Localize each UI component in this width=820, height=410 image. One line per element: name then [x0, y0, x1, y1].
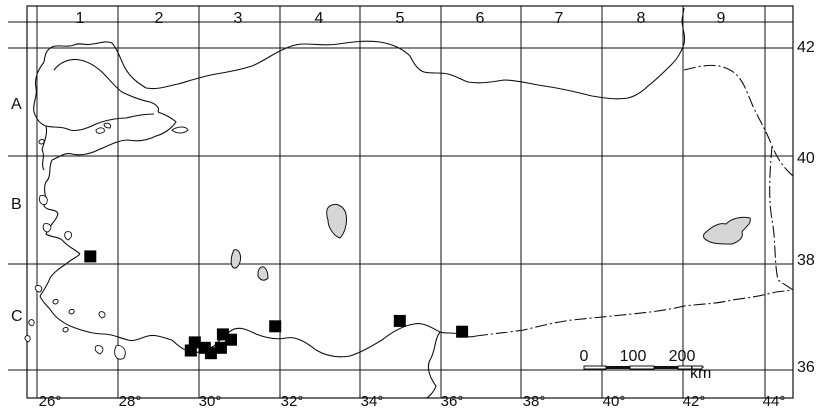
- locality-marker: [204, 347, 217, 360]
- column-label: 7: [555, 10, 564, 27]
- longitude-label: 40°: [603, 393, 626, 410]
- locality-marker: [225, 333, 237, 346]
- scale-bar-segment: [583, 365, 607, 370]
- lake-beysehir: [257, 266, 269, 281]
- scale-bar-tick-label: 0: [580, 348, 589, 365]
- row-label: B: [11, 196, 22, 213]
- locality-marker: [393, 314, 406, 327]
- southern-border: [475, 289, 794, 337]
- aegean-island: [68, 309, 75, 315]
- aegean-island: [98, 311, 106, 319]
- latitude-label: 38: [797, 252, 815, 269]
- longitude-label: 38°: [523, 393, 546, 410]
- column-label: 6: [476, 10, 485, 27]
- rhodes-island: [114, 345, 126, 360]
- latitude-labels: 42 40 38 36: [797, 39, 815, 376]
- locality-marker: [456, 325, 469, 338]
- marmara-coastline: [41, 111, 177, 171]
- column-label: 9: [717, 10, 726, 27]
- eastern-border: [683, 64, 794, 291]
- locality-marker: [84, 250, 97, 263]
- scale-bar-segment: [629, 365, 655, 370]
- aegean-island: [42, 223, 52, 233]
- scale-bar-segment: [677, 365, 703, 370]
- lake-tuz: [326, 203, 347, 239]
- column-label: 2: [155, 10, 164, 27]
- column-label: 5: [396, 10, 405, 27]
- aegean-coastline: [39, 159, 173, 342]
- thrace-coastline: [33, 58, 160, 132]
- locality-marker: [214, 341, 227, 354]
- latitude-label: 36: [797, 359, 815, 376]
- locality-marker: [184, 344, 197, 357]
- row-labels: A B C: [11, 96, 23, 325]
- longitude-label: 30°: [199, 393, 222, 410]
- longitude-label: 36°: [441, 393, 464, 410]
- scale-bar: 0 100 200 km: [580, 348, 712, 382]
- longitude-label: 42°: [683, 393, 706, 410]
- aegean-island: [94, 345, 104, 355]
- aegean-island: [39, 195, 48, 205]
- longitude-label: 44°: [763, 393, 786, 410]
- longitude-label: 28°: [119, 393, 142, 410]
- row-label: C: [11, 308, 23, 325]
- scale-bar-segment: [606, 366, 630, 369]
- row-label: A: [11, 96, 22, 113]
- column-labels: 1 2 3 4 5 6 7 8 9: [76, 10, 726, 27]
- marmara-island: [38, 139, 45, 145]
- aegean-island: [64, 231, 73, 241]
- scale-bar-tick-label: 100: [620, 348, 647, 365]
- aegean-island: [24, 335, 31, 343]
- latitude-label: 42: [797, 39, 815, 56]
- longitude-label: 32°: [281, 393, 304, 410]
- marmara-island: [95, 127, 105, 134]
- hatay-coastline: [425, 331, 441, 399]
- locality-marker: [269, 320, 282, 333]
- marmara-island: [171, 126, 189, 134]
- column-label: 8: [637, 10, 646, 27]
- grid-lines: [8, 6, 794, 398]
- scale-bar-segment: [654, 366, 678, 369]
- locality-markers: [84, 250, 469, 360]
- map-frame: [26, 5, 794, 399]
- longitude-label: 34°: [361, 393, 384, 410]
- column-label: 3: [234, 10, 243, 27]
- marmara-island: [103, 122, 111, 129]
- aegean-island: [28, 319, 35, 327]
- column-label: 1: [76, 10, 85, 27]
- aegean-island: [34, 285, 43, 293]
- latitude-label: 40: [797, 150, 815, 167]
- lake-egirdir: [230, 249, 241, 269]
- longitude-label: 26°: [39, 393, 62, 410]
- aegean-island: [62, 327, 69, 333]
- lake-van: [703, 216, 751, 245]
- black-sea-coastline: [43, 7, 686, 100]
- scale-bar-tick-label: 200: [669, 348, 696, 365]
- scale-bar-unit: km: [690, 365, 711, 382]
- longitude-labels: 26° 28° 30° 32° 34° 36° 38° 40° 42° 44°: [39, 393, 786, 410]
- column-label: 4: [315, 10, 324, 27]
- aegean-island: [52, 299, 59, 305]
